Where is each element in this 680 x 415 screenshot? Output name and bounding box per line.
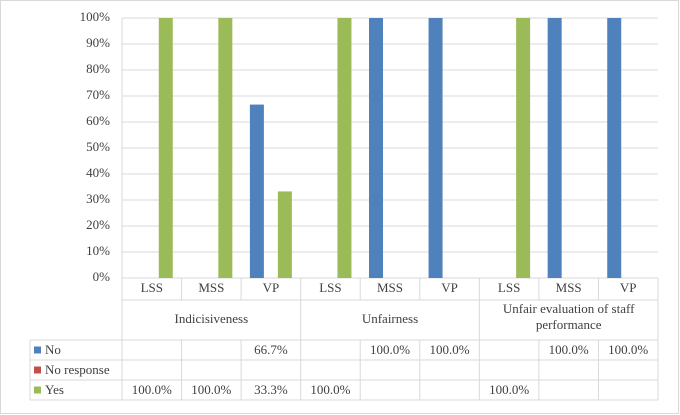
x-tick-label: VP: [263, 280, 280, 295]
y-tick-label: 60%: [86, 113, 110, 128]
table-value: 100.0%: [549, 342, 589, 357]
group-label: Indicisiveness: [175, 311, 249, 326]
y-tick-label: 80%: [86, 61, 110, 76]
x-tick-label: VP: [620, 280, 637, 295]
table-value: 66.7%: [254, 342, 288, 357]
x-tick-label: LSS: [319, 280, 341, 295]
legend-label: Yes: [45, 382, 64, 397]
x-tick-label: MSS: [377, 280, 403, 295]
table-value: 100.0%: [608, 342, 648, 357]
y-tick-label: 100%: [80, 9, 111, 24]
table-value: 100.0%: [191, 382, 231, 397]
table-value: 100.0%: [370, 342, 410, 357]
legend-key: [34, 346, 41, 354]
table-value: 100.0%: [132, 382, 172, 397]
x-tick-label: LSS: [141, 280, 163, 295]
y-tick-label: 20%: [86, 217, 110, 232]
x-tick-label: VP: [441, 280, 458, 295]
bar: [249, 104, 264, 278]
bar: [218, 18, 233, 278]
x-tick-label: LSS: [498, 280, 520, 295]
y-tick-label: 40%: [86, 165, 110, 180]
y-tick-label: 0%: [93, 269, 111, 284]
table-value: 100.0%: [430, 342, 470, 357]
table-value: 100.0%: [310, 382, 350, 397]
x-tick-label: MSS: [556, 280, 582, 295]
bar: [158, 18, 173, 278]
legend-label: No: [45, 342, 61, 357]
x-tick-label: MSS: [198, 280, 224, 295]
bar: [369, 18, 383, 278]
bar: [337, 18, 352, 278]
bar: [607, 18, 622, 278]
y-tick-label: 70%: [86, 87, 110, 102]
table-value: 100.0%: [489, 382, 529, 397]
y-tick-label: 50%: [86, 139, 110, 154]
bar: [277, 191, 292, 278]
group-label: Unfair evaluation of staff performance: [503, 301, 635, 332]
y-tick-label: 90%: [86, 35, 110, 50]
y-tick-label: 30%: [86, 191, 110, 206]
group-label: Unfairness: [362, 311, 418, 326]
bar: [547, 18, 562, 278]
legend-key: [34, 386, 41, 394]
legend-key: [34, 366, 41, 374]
table-value: 33.3%: [254, 382, 288, 397]
bar: [516, 18, 531, 278]
legend-label: No response: [45, 362, 110, 377]
y-tick-label: 10%: [86, 243, 110, 258]
bar: [428, 18, 443, 278]
